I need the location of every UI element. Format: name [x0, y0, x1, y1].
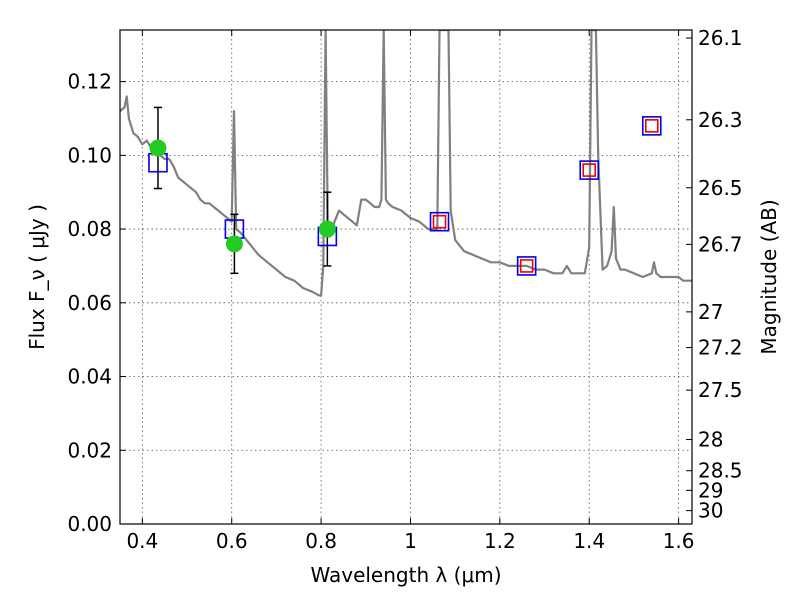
y-tick-label: 0.06: [67, 291, 112, 315]
x-tick-label: 1.2: [484, 529, 516, 553]
right-tick-label: 26.5: [698, 176, 743, 200]
x-tick-label: 1.6: [663, 529, 695, 553]
right-tick-label: 28: [698, 428, 723, 452]
y-tick-label: 0.10: [67, 143, 112, 167]
right-tick-label: 29: [698, 478, 723, 502]
right-tick-label: 30: [698, 499, 723, 523]
model-square-marker: [516, 256, 537, 276]
right-tick-label: 26.7: [698, 232, 743, 256]
x-tick-label: 0.8: [305, 529, 337, 553]
y-tick-label: 0.12: [67, 70, 112, 94]
x-tick-label: 0.4: [126, 529, 158, 553]
prediction-square-marker: [582, 163, 597, 177]
y-axis-label: Flux F_ν ( μJy ): [25, 204, 49, 350]
prediction-square-marker: [519, 259, 534, 273]
tick-layer: 0.4 0.6 0.8 1 1.2 1.4 1.6 0.00 0.02 0.04 0.06 0.08 0…: [67, 26, 742, 553]
right-tick-label: 27.5: [698, 378, 743, 402]
y-tick-label: 0.00: [67, 512, 112, 536]
model-square-marker: [429, 211, 450, 232]
x-tick-label: 1: [404, 529, 417, 553]
observed-point: [225, 235, 243, 253]
grid: [120, 30, 692, 524]
series-layer: [120, 30, 692, 297]
model-square-marker: [641, 116, 662, 136]
y-tick-label: 0.04: [67, 365, 112, 389]
model-square-marker: [579, 160, 600, 180]
x-tick-label: 0.6: [216, 529, 248, 553]
y-axis-right-label: Magnitude (AB): [757, 199, 781, 354]
right-tick-label: 26.3: [698, 108, 743, 132]
observed-point: [318, 220, 336, 238]
model-sed-line: [120, 30, 692, 297]
y-tick-label: 0.08: [67, 217, 112, 241]
y-tick-label: 0.02: [67, 438, 112, 462]
prediction-square-marker: [432, 214, 447, 229]
right-tick-label: 27.2: [698, 336, 743, 360]
x-axis-label: Wavelength λ (μm): [310, 563, 501, 587]
right-tick-label: 28.5: [698, 459, 743, 483]
plot-frame: [119, 29, 693, 525]
x-tick-label: 1.4: [573, 529, 605, 553]
right-tick-label: 27: [698, 300, 723, 324]
prediction-square-marker: [644, 119, 659, 133]
right-tick-label: 26.1: [698, 26, 743, 50]
observed-point: [149, 139, 167, 157]
